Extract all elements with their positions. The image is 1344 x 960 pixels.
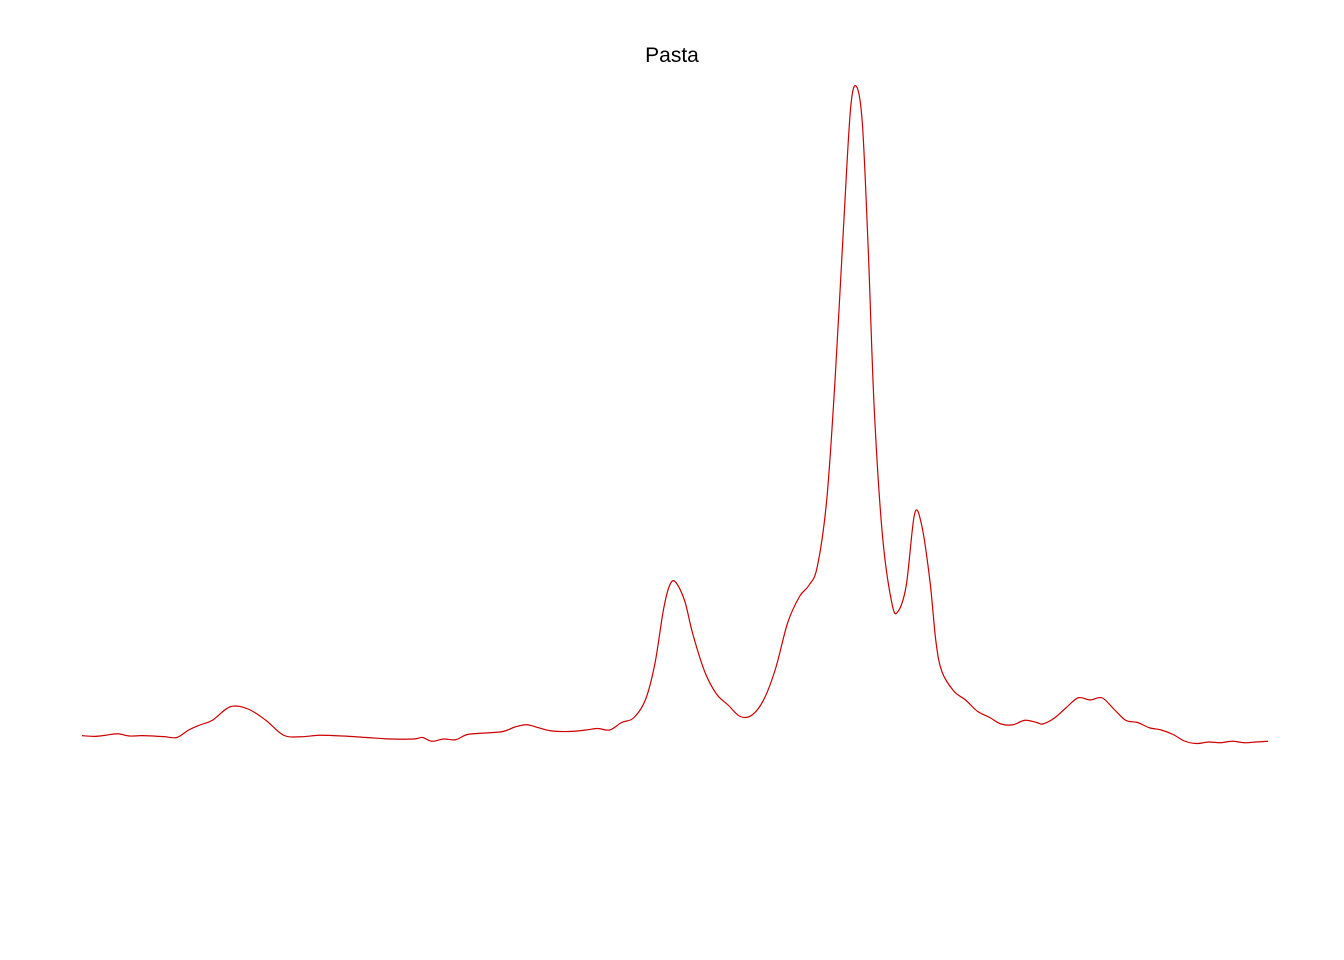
- series-line-0: [81, 85, 1269, 745]
- series-layer: [81, 85, 1269, 745]
- chart-title: Pasta: [645, 44, 699, 67]
